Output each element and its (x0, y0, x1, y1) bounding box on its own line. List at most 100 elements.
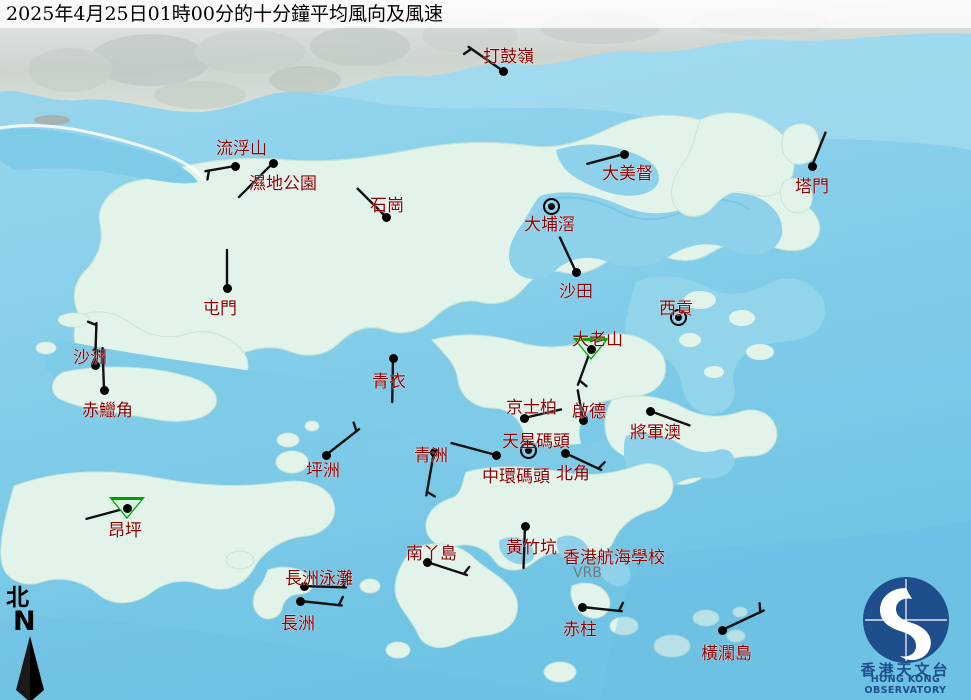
station-label: 將軍澳 (630, 423, 681, 443)
station-label: 沙田 (559, 282, 593, 302)
wind-barb (586, 152, 626, 166)
station-dot-icon (491, 450, 501, 460)
hko-logo-text-en: HONG KONG OBSERVATORY (864, 674, 947, 696)
station-dot-icon (429, 447, 439, 457)
station-label: 濕地公園 (249, 174, 317, 194)
wind-barb (522, 408, 563, 420)
hko-logo-icon (863, 577, 949, 663)
tolo-channel-line (547, 196, 751, 221)
station-label: 啟德 (572, 402, 606, 422)
station-label: 香港航海學校 (563, 548, 665, 568)
station-dot-icon (381, 212, 391, 222)
station-dot-icon (577, 602, 587, 612)
plover-cove (556, 144, 659, 196)
compass-rose: 北 N (4, 584, 62, 700)
wind-barb (576, 389, 585, 422)
station-label: 天星碼頭 (502, 432, 570, 452)
wind-barb (558, 236, 578, 274)
wind-barb (720, 601, 765, 632)
wind-barb (324, 421, 361, 457)
wind-barb (302, 577, 348, 589)
north-arrow-icon (16, 636, 44, 700)
station-dot-icon (99, 385, 109, 395)
outlying-islands (225, 420, 748, 683)
wind-barb (648, 409, 691, 427)
hko-logo: 香港天文台 HONG KONG OBSERVATORY (840, 572, 971, 700)
deep-water-southeast (600, 520, 971, 700)
station-label: 青衣 (372, 372, 406, 392)
station-dot-icon (519, 413, 529, 423)
station-dot-icon (295, 596, 305, 606)
station-dot-icon (520, 521, 530, 531)
station-note: VRB (573, 565, 602, 581)
hko-logo-text-cn: 香港天文台 (860, 661, 951, 679)
station-dot-icon (586, 344, 596, 354)
calm-wind-icon (542, 197, 560, 215)
urmston-road-channel (44, 340, 596, 435)
wind-barb (450, 441, 498, 457)
wind-barb (580, 601, 625, 613)
station-dot-icon (299, 581, 309, 591)
southeast-islets (609, 609, 746, 658)
station-dot-icon (560, 448, 570, 458)
tap-mun-island-south (779, 178, 813, 214)
wind-barb (298, 595, 344, 607)
station-label: 大老山 (572, 330, 623, 350)
station-dot-icon (645, 406, 655, 416)
station-label: 中環碼頭 (482, 467, 550, 487)
tolo-harbour (508, 192, 783, 279)
lantau-island (0, 471, 336, 604)
sha-chau-islets (35, 312, 91, 355)
station-label: 塔門 (795, 177, 829, 197)
station-dot-icon (807, 161, 817, 171)
station-dot-icon (230, 161, 240, 171)
station-dot-icon (717, 625, 727, 635)
kowloon-peninsula (431, 333, 666, 467)
station-label: 打鼓嶺 (483, 47, 534, 67)
station-dot-icon (619, 149, 629, 159)
station-label: 青洲 (414, 446, 448, 466)
wind-barb (204, 164, 237, 181)
station-label: 大埔滘 (524, 215, 575, 235)
station-label: 京士柏 (506, 398, 557, 418)
compass-label-cn: 北 (6, 584, 29, 611)
sai-kung-islets (679, 291, 774, 378)
station-label: 南丫島 (406, 544, 457, 564)
station-dot-icon (498, 66, 508, 76)
northeast-peninsula (670, 112, 795, 217)
station-dot-icon (578, 415, 588, 425)
wind-barb (462, 45, 505, 73)
calm-wind-icon (669, 308, 687, 326)
station-dot-icon (90, 360, 100, 370)
wind-barb (391, 356, 395, 404)
station-label: 長洲泳灘 (285, 569, 353, 589)
wind-barb (522, 524, 527, 570)
tap-mun-island (781, 123, 820, 165)
station-dot-icon (268, 158, 278, 168)
station-label: 赤鱲角 (82, 401, 133, 421)
wind-barb (563, 451, 606, 472)
station-dot-icon (571, 267, 581, 277)
station-label: 石崗 (370, 196, 404, 216)
deep-water-southwest (0, 618, 600, 700)
station-dot-icon (388, 353, 398, 363)
station-label: 屯門 (203, 299, 237, 319)
shenzhen-bay-bridge (0, 123, 206, 181)
station-label: 流浮山 (216, 139, 267, 159)
station-label: 北角 (556, 464, 590, 484)
station-dot-icon (321, 450, 331, 460)
station-label: 長洲 (281, 614, 315, 634)
station-label: 昂坪 (108, 521, 142, 541)
wind-barb (425, 450, 436, 498)
wind-barb (92, 346, 106, 392)
calm-wind-icon (519, 441, 537, 459)
station-dot-icon (122, 503, 132, 513)
wind-barb (810, 131, 827, 168)
station-label: 大美督 (602, 164, 653, 184)
deep-bay (0, 128, 198, 184)
chek-lap-kok-airport (52, 366, 217, 422)
station-label: 坪洲 (306, 461, 340, 481)
